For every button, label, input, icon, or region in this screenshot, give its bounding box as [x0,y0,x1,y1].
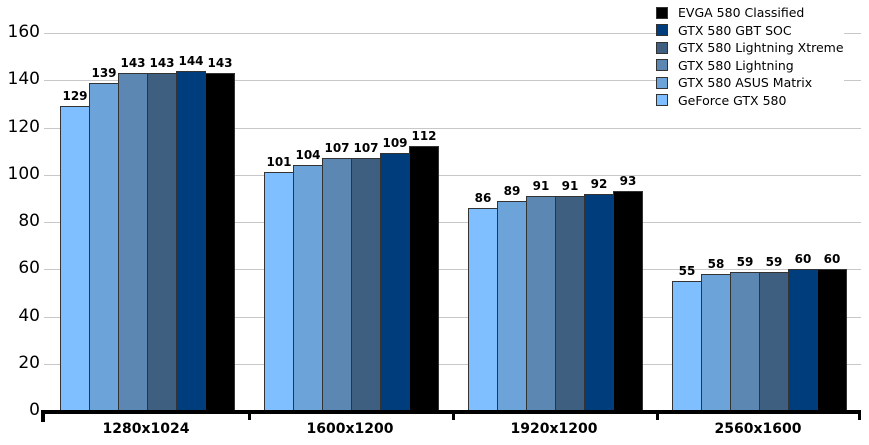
legend-item: GTX 580 GBT SOC [656,22,844,40]
legend-swatch-icon [656,24,668,37]
legend-item: GTX 580 ASUS Matrix [656,74,844,92]
y-tick-label: 40 [18,306,40,326]
data-label: 107 [353,141,379,155]
bar [759,272,789,411]
x-tick-mark [248,410,251,420]
data-label: 139 [91,66,117,80]
bar [60,106,90,411]
bar [322,158,352,411]
data-label: 101 [266,155,292,169]
bar [89,83,119,411]
bar [205,73,235,411]
bar [118,73,148,411]
x-tick-label: 1920x1200 [510,421,598,437]
data-label: 89 [503,184,521,198]
x-tick-label: 2560x1600 [714,421,802,437]
data-label: 60 [823,252,841,266]
data-label: 109 [382,136,408,150]
bar [701,274,731,411]
data-label: 55 [678,264,696,278]
y-tick-label: 160 [7,22,40,42]
x-tick-label: 1280x1024 [102,421,190,437]
bar [788,269,818,411]
bar [555,196,585,411]
y-tick-label: 80 [18,211,40,231]
x-tick-mark [858,410,861,420]
bar [497,201,527,411]
bar [380,153,410,411]
legend-item: EVGA 580 Classified [656,4,844,22]
bar [817,269,847,411]
data-label: 112 [411,129,437,143]
gridline [44,80,861,81]
data-label: 60 [794,252,812,266]
gridline [44,222,861,223]
bar [613,191,643,411]
legend-label: GTX 580 GBT SOC [678,22,792,38]
y-tick-label: 100 [7,164,40,184]
gridline [44,33,861,34]
legend-item: GeForce GTX 580 [656,92,844,110]
data-label: 92 [590,177,608,191]
legend-item: GTX 580 Lightning [656,57,844,75]
y-tick-label: 20 [18,353,40,373]
legend: EVGA 580 Classified GTX 580 GBT SOC GTX 58… [656,4,844,109]
x-tick-mark [656,410,659,420]
bar [468,208,498,411]
data-label: 59 [736,255,754,269]
y-tick-label: 140 [7,69,40,89]
gridline [44,364,861,365]
data-label: 91 [561,179,579,193]
legend-label: GTX 580 Lightning Xtreme [678,40,844,56]
gridline [44,128,861,129]
legend-swatch-icon [656,76,668,89]
gridline [44,175,861,176]
x-tick-mark [452,410,455,420]
legend-swatch-icon [656,94,668,107]
bar [672,281,702,411]
data-label: 59 [765,255,783,269]
bar [293,165,323,411]
y-axis-stub [41,410,45,422]
bar [147,73,177,411]
bar [176,71,206,411]
data-label: 143 [149,56,175,70]
legend-item: GTX 580 Lightning Xtreme [656,39,844,57]
legend-swatch-icon [656,41,668,54]
legend-label: GeForce GTX 580 [678,92,787,108]
data-label: 144 [178,54,204,68]
y-tick-label: 60 [18,258,40,278]
x-tick-label: 1600x1200 [306,421,394,437]
bar [526,196,556,411]
bar [351,158,381,411]
bar [409,146,439,411]
legend-label: GTX 580 Lightning [678,57,794,73]
legend-swatch-icon [656,59,668,72]
gridline [44,269,861,270]
bar [584,194,614,411]
data-label: 129 [62,89,88,103]
legend-label: EVGA 580 Classified [678,5,805,21]
legend-swatch-icon [656,6,668,19]
data-label: 91 [532,179,550,193]
data-label: 86 [474,191,492,205]
data-label: 58 [707,257,725,271]
data-label: 107 [324,141,350,155]
gridline [44,317,861,318]
y-tick-label: 0 [29,400,40,420]
data-label: 143 [120,56,146,70]
bar [264,172,294,411]
data-label: 104 [295,148,321,162]
data-label: 143 [207,56,233,70]
legend-label: GTX 580 ASUS Matrix [678,75,813,91]
y-tick-label: 120 [7,117,40,137]
bar [730,272,760,411]
data-label: 93 [619,174,637,188]
